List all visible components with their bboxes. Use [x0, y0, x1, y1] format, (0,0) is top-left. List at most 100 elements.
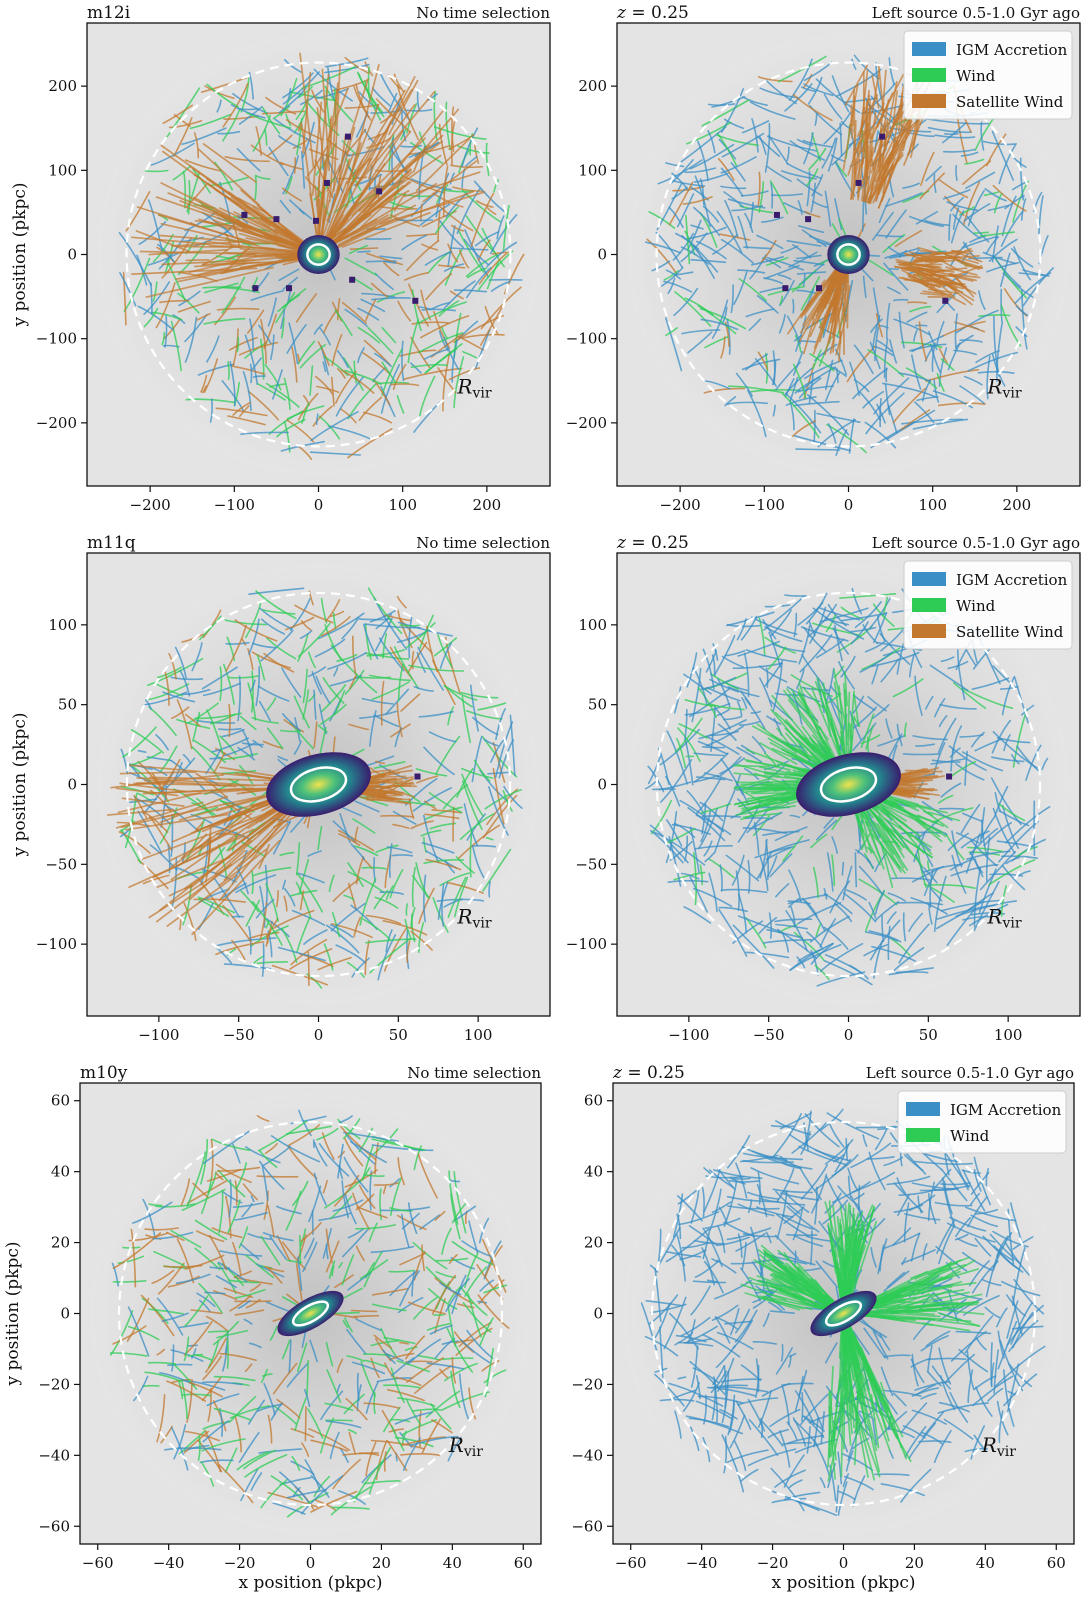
wind-streak: [317, 825, 323, 851]
igm-streak: [347, 1272, 372, 1291]
igm-streak: [721, 88, 744, 133]
wind-streak: [459, 1286, 488, 1316]
igm-streak: [443, 280, 476, 310]
wind-streak: [222, 109, 240, 142]
wind-streak: [393, 646, 420, 690]
igm-streak: [249, 318, 254, 351]
igm-streak: [786, 240, 822, 247]
igm-streak: [767, 1428, 789, 1439]
igm-streak: [778, 314, 786, 334]
igm-streak: [371, 297, 411, 301]
igm-streak: [871, 945, 916, 962]
igm-streak: [676, 193, 695, 228]
sat-streak: [408, 798, 415, 819]
igm-streak: [1006, 1300, 1019, 1339]
igm-streak: [465, 156, 478, 167]
sat-streak: [383, 927, 407, 972]
sat-streak: [439, 1368, 449, 1379]
streamlines: [644, 587, 1051, 987]
sat-streak: [193, 132, 200, 159]
igm-streak: [350, 1141, 387, 1164]
wind-streak: [839, 593, 897, 599]
igm-streak: [706, 686, 741, 702]
igm-streak: [812, 1439, 831, 1477]
igm-streak: [683, 673, 712, 695]
igm-streak: [798, 377, 822, 399]
igm-streak: [237, 1299, 251, 1310]
y-tick-label: 100: [578, 161, 607, 179]
sat-streak: [348, 1431, 356, 1455]
igm-streak: [869, 597, 891, 629]
wind-streak: [453, 356, 465, 409]
sat-streak: [245, 1298, 261, 1309]
wind-streak: [461, 767, 494, 779]
sat-band-streak: [800, 287, 823, 319]
igm-streak: [175, 1273, 211, 1284]
wind-streak: [240, 890, 260, 913]
igm-streak: [416, 651, 426, 673]
igm-streak: [991, 130, 1014, 181]
igm-streak: [715, 1236, 750, 1247]
sat-streak: [703, 387, 746, 394]
igm-streak: [788, 251, 818, 268]
wind-band-streak: [848, 1220, 860, 1284]
igm-streak: [773, 1113, 802, 1158]
igm-streak: [998, 143, 1017, 185]
sat-streak: [477, 1294, 510, 1329]
igm-streak: [939, 703, 977, 710]
igm-streak: [801, 653, 824, 686]
panel-right-title: Left source 0.5-1.0 Gyr ago: [866, 1064, 1074, 1082]
igm-streak: [390, 1357, 415, 1377]
igm-streak: [684, 703, 731, 716]
wind-band-streak: [914, 1259, 962, 1280]
sat-streak: [208, 1234, 227, 1271]
wind-streak: [232, 216, 275, 219]
igm-streak: [759, 87, 799, 99]
sat-band-streak: [831, 287, 844, 339]
igm-streak: [996, 1307, 1008, 1328]
sat-streak: [403, 272, 429, 281]
sat-streak: [353, 916, 362, 938]
igm-streak: [181, 127, 227, 145]
igm-streak: [275, 1205, 302, 1215]
igm-streak: [1011, 1295, 1023, 1336]
wind-band-streak: [741, 802, 778, 810]
wind-streak: [502, 790, 513, 812]
igm-streak: [170, 814, 174, 857]
igm-streak: [164, 1447, 222, 1451]
galaxy-disk: [796, 752, 901, 817]
sat-streak: [757, 76, 793, 83]
igm-streak: [303, 929, 328, 945]
igm-streak: [201, 666, 238, 690]
wind-band-streak: [852, 1208, 875, 1284]
igm-streak: [934, 134, 976, 139]
igm-streak: [240, 431, 289, 436]
igm-streak: [408, 616, 413, 659]
wind-streak: [502, 204, 510, 251]
rvir-circle: [125, 591, 512, 978]
igm-streak: [858, 865, 884, 896]
wind-streak: [227, 1199, 241, 1234]
igm-streak: [952, 207, 960, 230]
wind-streak: [281, 1339, 291, 1360]
igm-streak: [756, 234, 784, 250]
galaxy-ring: [824, 1300, 863, 1327]
igm-streak: [450, 247, 489, 251]
igm-streak: [712, 1365, 725, 1386]
sat-band-streak: [379, 191, 486, 225]
sat-streak: [431, 809, 462, 814]
wind-streak: [292, 1180, 309, 1207]
y-tick-label: −60: [571, 1517, 603, 1535]
sat-band-streak: [238, 222, 297, 247]
igm-streak: [853, 379, 870, 393]
sat-streak: [229, 1294, 252, 1312]
sat-streak: [231, 365, 266, 375]
sat-streak: [247, 648, 254, 671]
sat-streak: [307, 951, 310, 986]
sat-streak: [212, 752, 226, 774]
igm-streak: [298, 208, 305, 215]
igm-streak: [738, 893, 747, 934]
wind-band-streak: [829, 1391, 837, 1461]
igm-streak: [717, 678, 731, 708]
